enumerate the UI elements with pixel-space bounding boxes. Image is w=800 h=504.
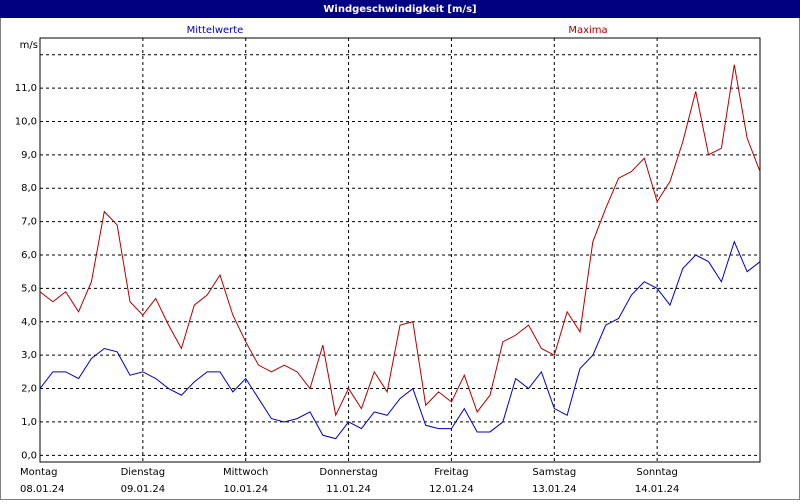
x-tick-label: Sonntag <box>636 467 678 478</box>
x-tick-label: Mittwoch <box>223 467 268 478</box>
x-tick-date: 13.01.24 <box>532 484 577 495</box>
x-tick-label: Donnerstag <box>319 467 377 478</box>
y-tick-label: 10,0 <box>15 116 37 127</box>
x-tick-date: 10.01.24 <box>223 484 268 495</box>
series-line <box>39 240 761 440</box>
plot-frame <box>39 37 761 463</box>
y-tick-label: 11,0 <box>15 83 37 94</box>
x-tick-date: 09.01.24 <box>121 484 166 495</box>
y-tick-label: 3,0 <box>21 350 37 361</box>
series-line <box>39 64 761 417</box>
y-tick-label: 8,0 <box>21 183 37 194</box>
chart-title: Windgeschwindigkeit [m/s] <box>323 4 476 15</box>
x-tick-label: Dienstag <box>121 467 166 478</box>
legend-entry: Mittelwerte <box>187 25 244 36</box>
y-tick-label: 5,0 <box>21 283 37 294</box>
x-tick-date: 12.01.24 <box>429 484 474 495</box>
x-tick-date: 11.01.24 <box>326 484 371 495</box>
y-tick-label: 9,0 <box>21 150 37 161</box>
y-tick-label: 6,0 <box>21 250 37 261</box>
y-tick-label: 1,0 <box>21 417 37 428</box>
x-tick-label: Freitag <box>434 467 468 478</box>
y-unit: m/s <box>20 40 38 51</box>
title-bar <box>0 0 800 18</box>
y-tick-label: 0,0 <box>21 450 37 461</box>
x-tick-date: 14.01.24 <box>635 484 680 495</box>
y-tick-label: 4,0 <box>21 317 37 328</box>
x-tick-label: Samstag <box>532 467 576 478</box>
legend-entry: Maxima <box>568 25 607 36</box>
y-tick-label: 2,0 <box>21 384 37 395</box>
x-tick-label: Montag <box>20 467 57 478</box>
y-tick-label: 7,0 <box>21 217 37 228</box>
x-tick-date: 08.01.24 <box>20 484 65 495</box>
